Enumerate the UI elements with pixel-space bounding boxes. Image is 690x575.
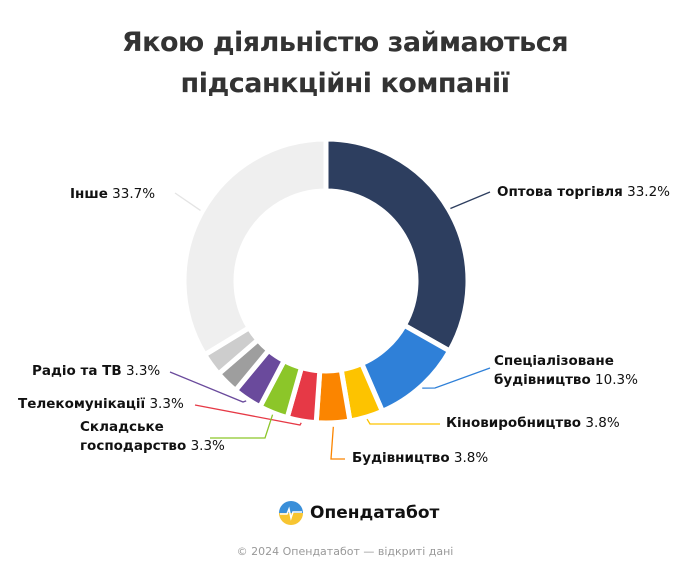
leader-line-1 [422,367,491,389]
slice-0 [323,136,471,354]
footer-copyright: © 2024 Опендатабот — відкриті дані [236,545,454,558]
logo-icon [279,501,303,525]
label-telecom: Телекомунікації 3.3% [18,396,184,412]
slice-9 [181,136,329,358]
title-line-1: Якою діяльністю займаються [121,27,569,58]
leader-line-4 [194,404,302,426]
chart-title: Якою діяльністю займаються підсанкційні … [0,22,690,104]
leader-line-3 [330,426,345,460]
label-special-construction: Спеціалізоване будівництво 10.3% [494,353,638,388]
leader-line-0 [450,191,491,210]
label-construction: Будівництво 3.8% [352,450,489,466]
title-line-2: підсанкційні компанії [180,68,510,99]
leader-line-6 [169,371,247,403]
leader-line-9 [174,192,201,211]
label-radio-tv: Радіо та ТВ 3.3% [32,363,161,379]
brand-logo: Опендатабот [278,500,439,526]
leader-line-2 [366,418,440,425]
label-other: Інше 33.7% [70,186,156,202]
leader-line-5 [210,414,274,439]
label-warehouse: Складське господарство 3.3% [80,419,225,454]
brand-name: Опендатабот [310,503,440,523]
label-film: Кіновиробництво 3.8% [446,415,620,431]
label-wholesale: Оптова торгівля 33.2% [497,184,670,200]
